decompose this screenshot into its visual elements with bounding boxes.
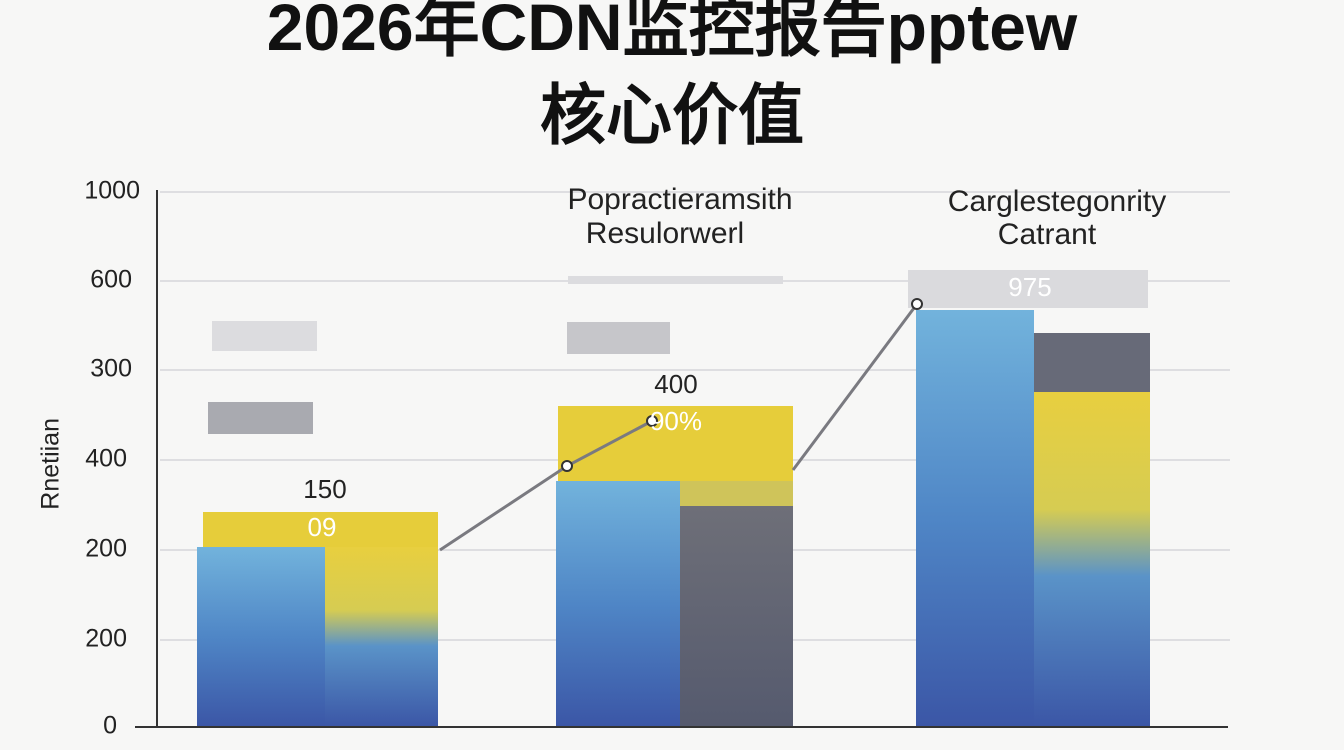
y-axis-label: Rnetiian xyxy=(37,418,65,510)
trend-point xyxy=(646,415,658,427)
bar-segment xyxy=(1034,333,1150,393)
bar-segment xyxy=(203,512,438,552)
bar xyxy=(1034,392,1150,727)
y-tick-label: 1000 xyxy=(84,177,140,205)
group-header: Catrant xyxy=(998,218,1097,251)
bar xyxy=(325,547,438,727)
annotation: 400 xyxy=(654,369,697,399)
trend-point xyxy=(911,298,923,310)
title-line: 2026年CDN监控报告pptew xyxy=(267,0,1078,64)
y-tick-label: 400 xyxy=(85,445,127,473)
group-header: Carglestegonrity xyxy=(948,185,1166,218)
label-box xyxy=(208,402,313,434)
label-box xyxy=(568,276,783,284)
bar xyxy=(916,310,1034,727)
y-tick-label: 200 xyxy=(85,535,127,563)
group-header: Resulorwerl xyxy=(586,217,744,250)
annotation: 150 xyxy=(303,474,346,504)
label-box xyxy=(212,321,317,351)
trend-line xyxy=(791,303,919,471)
label-box xyxy=(567,322,670,354)
annotation: 975 xyxy=(1008,272,1051,302)
bar-segment xyxy=(680,481,793,509)
y-tick-label: 600 xyxy=(90,266,132,294)
bar xyxy=(197,547,325,727)
bar xyxy=(556,481,680,727)
trend-point xyxy=(561,460,573,472)
bar-segment xyxy=(558,406,793,486)
bar xyxy=(680,506,793,727)
title-line: 核心价值 xyxy=(540,78,804,152)
annotation: 09 xyxy=(308,512,337,542)
y-tick-label: 300 xyxy=(90,355,132,383)
annotation: 90% xyxy=(650,406,702,436)
y-tick-label: 200 xyxy=(85,625,127,653)
group-header: Popractieramsith xyxy=(567,183,792,216)
y-tick-label: 0 xyxy=(103,712,117,740)
label-box xyxy=(908,270,1148,308)
